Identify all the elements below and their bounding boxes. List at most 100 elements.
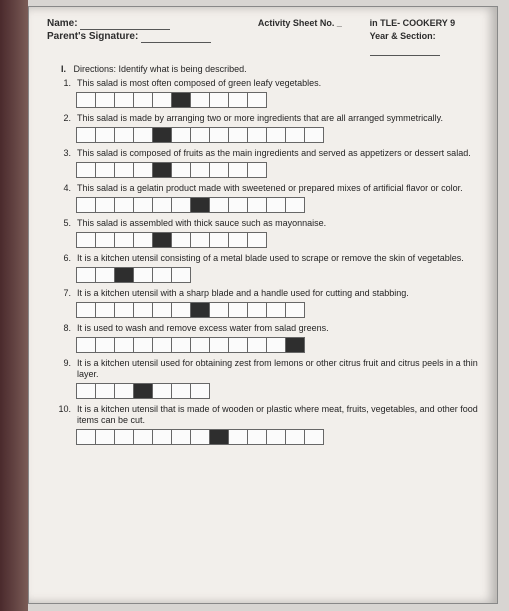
cell-blank[interactable]	[285, 197, 305, 213]
cell-blank[interactable]	[266, 302, 286, 318]
cell-blank[interactable]	[114, 429, 134, 445]
cell-blank[interactable]	[171, 127, 191, 143]
cell-blank[interactable]	[95, 302, 115, 318]
cell-blank[interactable]	[171, 383, 191, 399]
cell-blank[interactable]	[95, 162, 115, 178]
cell-blank[interactable]	[133, 267, 153, 283]
cell-blank[interactable]	[76, 383, 96, 399]
cell-blank[interactable]	[171, 197, 191, 213]
cell-blank[interactable]	[114, 302, 134, 318]
answer-grid[interactable]	[77, 302, 483, 319]
answer-grid[interactable]	[77, 92, 483, 109]
cell-blank[interactable]	[152, 302, 172, 318]
cell-blank[interactable]	[228, 429, 248, 445]
cell-blank[interactable]	[285, 127, 305, 143]
cell-blank[interactable]	[304, 429, 324, 445]
cell-blank[interactable]	[114, 162, 134, 178]
cell-blank[interactable]	[114, 92, 134, 108]
answer-grid[interactable]	[77, 337, 483, 354]
cell-blank[interactable]	[133, 162, 153, 178]
cell-blank[interactable]	[228, 197, 248, 213]
cell-blank[interactable]	[247, 302, 267, 318]
answer-grid[interactable]	[77, 383, 483, 400]
cell-blank[interactable]	[209, 127, 229, 143]
cell-blank[interactable]	[209, 92, 229, 108]
cell-blank[interactable]	[152, 267, 172, 283]
cell-blank[interactable]	[209, 162, 229, 178]
cell-blank[interactable]	[95, 337, 115, 353]
cell-blank[interactable]	[228, 302, 248, 318]
cell-blank[interactable]	[209, 302, 229, 318]
year-blank[interactable]	[370, 45, 440, 56]
cell-blank[interactable]	[95, 429, 115, 445]
cell-blank[interactable]	[76, 197, 96, 213]
name-blank[interactable]	[80, 19, 170, 30]
cell-blank[interactable]	[247, 162, 267, 178]
cell-blank[interactable]	[95, 232, 115, 248]
cell-blank[interactable]	[133, 337, 153, 353]
answer-grid[interactable]	[77, 267, 483, 284]
cell-blank[interactable]	[209, 337, 229, 353]
cell-blank[interactable]	[209, 232, 229, 248]
cell-blank[interactable]	[76, 429, 96, 445]
cell-blank[interactable]	[76, 302, 96, 318]
cell-blank[interactable]	[171, 232, 191, 248]
cell-blank[interactable]	[76, 162, 96, 178]
cell-blank[interactable]	[76, 232, 96, 248]
cell-blank[interactable]	[190, 232, 210, 248]
cell-blank[interactable]	[76, 267, 96, 283]
cell-blank[interactable]	[266, 197, 286, 213]
cell-blank[interactable]	[133, 302, 153, 318]
cell-blank[interactable]	[133, 92, 153, 108]
cell-blank[interactable]	[171, 429, 191, 445]
cell-blank[interactable]	[114, 232, 134, 248]
cell-blank[interactable]	[247, 429, 267, 445]
cell-blank[interactable]	[133, 127, 153, 143]
cell-blank[interactable]	[152, 383, 172, 399]
cell-blank[interactable]	[247, 197, 267, 213]
cell-blank[interactable]	[76, 337, 96, 353]
cell-blank[interactable]	[152, 429, 172, 445]
cell-blank[interactable]	[171, 302, 191, 318]
answer-grid[interactable]	[77, 127, 483, 144]
parent-blank[interactable]	[141, 32, 211, 43]
cell-blank[interactable]	[190, 127, 210, 143]
cell-blank[interactable]	[95, 383, 115, 399]
cell-blank[interactable]	[171, 162, 191, 178]
cell-blank[interactable]	[266, 429, 286, 445]
cell-blank[interactable]	[304, 127, 324, 143]
cell-blank[interactable]	[190, 337, 210, 353]
cell-blank[interactable]	[95, 267, 115, 283]
answer-grid[interactable]	[77, 429, 483, 446]
cell-blank[interactable]	[228, 92, 248, 108]
cell-blank[interactable]	[266, 127, 286, 143]
cell-blank[interactable]	[266, 337, 286, 353]
cell-blank[interactable]	[171, 267, 191, 283]
cell-blank[interactable]	[95, 127, 115, 143]
cell-blank[interactable]	[152, 197, 172, 213]
cell-blank[interactable]	[247, 92, 267, 108]
cell-blank[interactable]	[190, 383, 210, 399]
answer-grid[interactable]	[77, 197, 483, 214]
cell-blank[interactable]	[247, 337, 267, 353]
cell-blank[interactable]	[152, 92, 172, 108]
cell-blank[interactable]	[133, 197, 153, 213]
cell-blank[interactable]	[95, 92, 115, 108]
cell-blank[interactable]	[190, 92, 210, 108]
cell-blank[interactable]	[228, 232, 248, 248]
cell-blank[interactable]	[114, 197, 134, 213]
answer-grid[interactable]	[77, 232, 483, 249]
cell-blank[interactable]	[114, 127, 134, 143]
cell-blank[interactable]	[247, 127, 267, 143]
cell-blank[interactable]	[247, 232, 267, 248]
cell-blank[interactable]	[228, 127, 248, 143]
cell-blank[interactable]	[152, 337, 172, 353]
cell-blank[interactable]	[209, 197, 229, 213]
cell-blank[interactable]	[190, 162, 210, 178]
cell-blank[interactable]	[76, 127, 96, 143]
cell-blank[interactable]	[76, 92, 96, 108]
cell-blank[interactable]	[114, 383, 134, 399]
cell-blank[interactable]	[190, 429, 210, 445]
cell-blank[interactable]	[285, 429, 305, 445]
cell-blank[interactable]	[133, 232, 153, 248]
